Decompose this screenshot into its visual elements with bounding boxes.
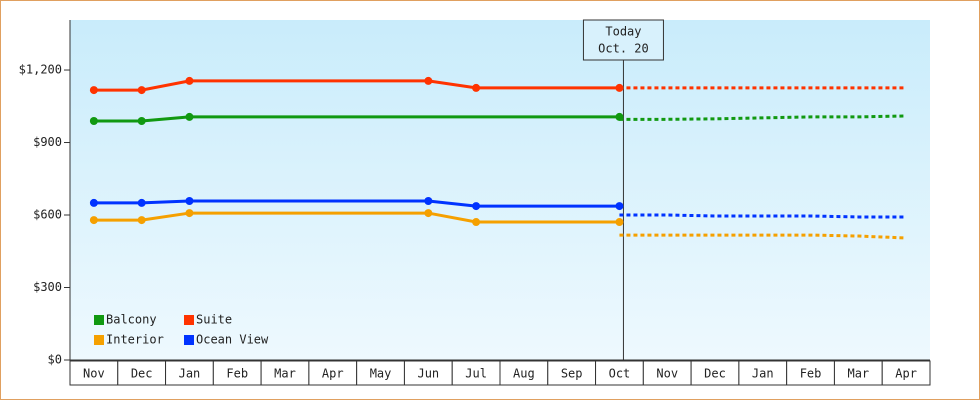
x-tick-label: Dec (704, 367, 726, 381)
y-tick-label: $300 (33, 280, 62, 294)
point (424, 196, 433, 205)
point (89, 216, 98, 225)
x-tick-box (595, 360, 644, 386)
x-tick-box (403, 360, 453, 386)
legend-label: Interior (106, 333, 164, 347)
x-tick-label: Jul (465, 367, 487, 381)
x-tick-label: Nov (656, 367, 678, 381)
point (185, 76, 194, 85)
x-tick-label: Jan (752, 367, 774, 381)
legend-label: Ocean View (196, 333, 269, 347)
x-tick-label: May (370, 367, 392, 381)
x-tick-box (260, 360, 310, 386)
x-tick-label: Mar (274, 367, 296, 381)
x-tick-label: Feb (800, 367, 822, 381)
x-tick-label: Apr (322, 367, 344, 381)
legend-swatch (184, 315, 194, 325)
forecast-line (619, 114, 907, 121)
point (185, 209, 194, 218)
x-tick-label: Feb (226, 367, 248, 381)
plot-area (70, 20, 930, 360)
point (472, 218, 481, 227)
x-tick-label: Aug (513, 367, 535, 381)
x-tick-label: Oct (609, 367, 631, 381)
point (137, 216, 146, 225)
legend-swatch (94, 335, 104, 345)
y-tick-label: $600 (33, 208, 62, 222)
forecast-line (619, 233, 907, 240)
point (424, 209, 433, 218)
point (615, 202, 624, 211)
x-tick-box (499, 360, 549, 386)
point (424, 76, 433, 85)
x-tick-box (212, 360, 262, 386)
y-tick-label: $900 (33, 135, 62, 149)
price-line (93, 199, 620, 208)
x-tick-box (738, 360, 788, 386)
point (185, 112, 194, 121)
x-tick-label: Nov (83, 367, 105, 381)
point (137, 198, 146, 207)
point (89, 117, 98, 126)
point (137, 117, 146, 126)
x-tick-label: Jun (417, 367, 439, 381)
legend-swatch (184, 335, 194, 345)
x-tick-box (881, 360, 931, 386)
point (137, 86, 146, 95)
x-tick-label: Apr (895, 367, 917, 381)
legend-label: Suite (196, 313, 232, 327)
point (89, 86, 98, 95)
x-tick-label: Sep (561, 367, 583, 381)
legend-label: Balcony (106, 313, 157, 327)
price-line (93, 115, 620, 123)
x-tick-box (642, 360, 692, 386)
x-tick-box (165, 360, 214, 386)
point (185, 196, 194, 205)
legend-swatch (94, 315, 104, 325)
x-tick-label: Mar (847, 367, 869, 381)
x-tick-box (69, 360, 119, 386)
price-line (93, 211, 620, 224)
today-label: Today (605, 25, 641, 39)
price-line (93, 79, 620, 92)
x-tick-label: Dec (131, 367, 153, 381)
x-tick-label: Jan (179, 367, 201, 381)
today-label: Oct. 20 (598, 42, 649, 56)
point (472, 83, 481, 92)
x-tick-box (786, 360, 835, 386)
point (89, 198, 98, 207)
point (472, 202, 481, 211)
x-tick-box (117, 360, 167, 386)
forecast-line (619, 213, 907, 219)
point (615, 218, 624, 227)
y-tick-label: $0 (48, 353, 62, 367)
today-box (582, 19, 664, 61)
y-tick-label: $1,200 (19, 63, 62, 77)
